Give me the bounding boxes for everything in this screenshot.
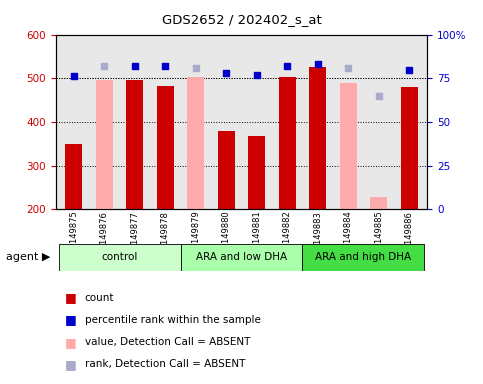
- Point: [131, 63, 139, 69]
- Text: ■: ■: [65, 313, 77, 326]
- Point: [70, 73, 78, 79]
- Point: [161, 63, 169, 69]
- Text: ■: ■: [65, 336, 77, 349]
- Text: value, Detection Call = ABSENT: value, Detection Call = ABSENT: [85, 337, 250, 347]
- Point: [253, 72, 261, 78]
- Text: control: control: [101, 252, 138, 262]
- FancyBboxPatch shape: [58, 244, 181, 271]
- Bar: [340, 83, 356, 209]
- Bar: [309, 67, 326, 209]
- Bar: [127, 79, 143, 209]
- Text: GDS2652 / 202402_s_at: GDS2652 / 202402_s_at: [162, 13, 321, 26]
- Bar: [96, 79, 113, 209]
- Text: agent ▶: agent ▶: [6, 252, 51, 262]
- Text: ■: ■: [65, 291, 77, 304]
- Bar: [157, 86, 174, 209]
- Point: [314, 61, 322, 67]
- Text: ARA and high DHA: ARA and high DHA: [315, 252, 412, 262]
- Point: [344, 65, 352, 71]
- Text: ARA and low DHA: ARA and low DHA: [196, 252, 287, 262]
- Text: count: count: [85, 293, 114, 303]
- Point: [284, 63, 291, 69]
- Point: [375, 93, 383, 99]
- Point: [192, 65, 199, 71]
- Bar: [279, 77, 296, 209]
- Bar: [187, 77, 204, 209]
- FancyBboxPatch shape: [302, 244, 425, 271]
- Bar: [248, 136, 265, 209]
- Point: [100, 63, 108, 69]
- Bar: [401, 87, 417, 209]
- Text: rank, Detection Call = ABSENT: rank, Detection Call = ABSENT: [85, 359, 245, 369]
- Bar: [218, 131, 235, 209]
- Bar: [370, 197, 387, 209]
- Point: [222, 70, 230, 76]
- Text: ■: ■: [65, 358, 77, 371]
- Text: percentile rank within the sample: percentile rank within the sample: [85, 315, 260, 325]
- Bar: [66, 144, 82, 209]
- FancyBboxPatch shape: [181, 244, 302, 271]
- Point: [405, 66, 413, 73]
